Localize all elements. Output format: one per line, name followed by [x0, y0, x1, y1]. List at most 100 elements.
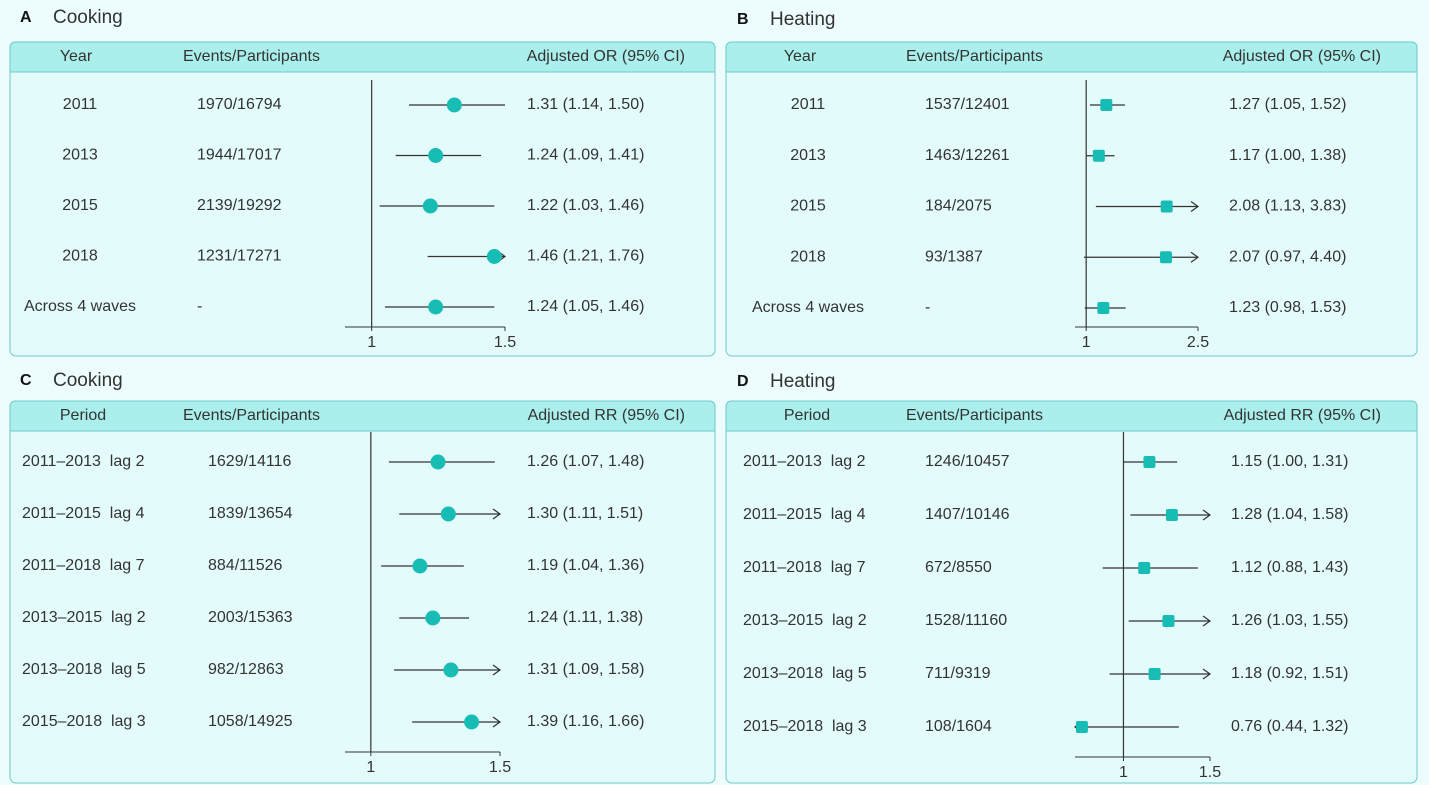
value-label: 1.26 (1.07, 1.48)	[527, 453, 644, 470]
panel-title: Heating	[770, 371, 836, 392]
panel-title: Cooking	[53, 7, 123, 28]
panel-title: Cooking	[53, 370, 123, 391]
column-header: Events/Participants	[183, 48, 320, 65]
events-label: 1839/13654	[208, 505, 293, 522]
estimate-marker	[443, 662, 459, 678]
value-label: 1.24 (1.11, 1.38)	[527, 609, 643, 626]
row-label: 2013	[62, 147, 98, 164]
row-label: 2013–2018 lag 5	[22, 661, 146, 678]
row-label: 2013	[790, 147, 826, 164]
events-label: 108/1604	[925, 718, 992, 735]
value-label: 1.19 (1.04, 1.36)	[527, 557, 644, 574]
row-label: 2015–2018 lag 3	[22, 713, 146, 730]
row-label: 2011–2015 lag 4	[743, 506, 866, 523]
estimate-marker	[1097, 302, 1110, 314]
estimate-marker	[430, 454, 446, 470]
ci-arrow	[492, 716, 502, 728]
value-label: 0.76 (0.44, 1.32)	[1231, 718, 1348, 735]
panel-title: Heating	[770, 9, 836, 30]
estimate-marker	[1143, 456, 1156, 468]
events-label: 1058/14925	[208, 713, 293, 730]
events-label: 672/8550	[925, 559, 992, 576]
ci-arrow	[1190, 201, 1200, 212]
events-label: -	[197, 298, 202, 315]
ci-arrow	[1202, 509, 1212, 521]
value-label: 1.28 (1.04, 1.58)	[1231, 506, 1348, 523]
events-label: 184/2075	[925, 198, 992, 215]
column-header: Adjusted OR (95% CI)	[527, 48, 685, 65]
estimate-marker	[1162, 615, 1175, 627]
ci-arrow	[492, 664, 502, 676]
header-band	[9, 400, 716, 432]
header-band	[725, 400, 1418, 432]
estimate-marker	[440, 506, 456, 522]
estimate-marker	[486, 249, 502, 264]
row-label: 2011–2018 lag 7	[22, 557, 145, 574]
estimate-marker	[1100, 99, 1113, 111]
value-label: 1.26 (1.03, 1.55)	[1231, 612, 1348, 629]
events-label: 93/1387	[925, 248, 983, 265]
row-label: 2013–2015 lag 2	[22, 609, 146, 626]
panel-letter: A	[20, 9, 32, 26]
estimate-marker	[1148, 668, 1161, 680]
estimate-marker	[428, 148, 444, 163]
column-header: Adjusted OR (95% CI)	[1223, 48, 1381, 65]
value-label: 2.07 (0.97, 4.40)	[1229, 248, 1346, 265]
x-tick-label: 1	[366, 759, 375, 776]
events-label: -	[925, 299, 930, 316]
value-label: 2.08 (1.13, 3.83)	[1229, 198, 1346, 215]
panel-letter: D	[737, 373, 749, 390]
header-band	[9, 41, 716, 73]
x-tick-label: 1	[367, 334, 376, 351]
value-label: 1.23 (0.98, 1.53)	[1229, 299, 1346, 316]
column-header: Events/Participants	[906, 407, 1043, 424]
x-tick-label: 1	[1082, 334, 1091, 351]
value-label: 1.12 (0.88, 1.43)	[1231, 559, 1348, 576]
value-label: 1.27 (1.05, 1.52)	[1229, 96, 1346, 113]
estimate-marker	[1138, 562, 1151, 574]
estimate-marker	[1165, 509, 1178, 521]
value-label: 1.24 (1.09, 1.41)	[527, 147, 644, 164]
x-tick-label: 1.5	[494, 334, 516, 351]
x-tick-label: 2.5	[1187, 334, 1209, 351]
estimate-marker	[425, 610, 441, 626]
column-header: Adjusted RR (95% CI)	[528, 407, 685, 424]
column-header: Year	[60, 48, 93, 65]
value-label: 1.24 (1.05, 1.46)	[527, 298, 644, 315]
estimate-marker	[1075, 721, 1088, 733]
events-label: 1407/10146	[925, 506, 1010, 523]
row-label: 2015	[790, 198, 826, 215]
value-label: 1.46 (1.21, 1.76)	[527, 248, 644, 265]
row-label: 2018	[62, 248, 98, 265]
header-band	[725, 41, 1418, 73]
events-label: 1537/12401	[925, 96, 1010, 113]
estimate-marker	[412, 558, 428, 574]
events-label: 1231/17271	[197, 248, 282, 265]
row-label: 2011	[63, 96, 98, 113]
x-tick-label: 1.5	[489, 759, 511, 776]
column-header: Period	[784, 407, 830, 424]
estimate-marker	[446, 97, 462, 113]
estimate-marker	[1159, 251, 1172, 264]
column-header: Events/Participants	[906, 48, 1043, 65]
value-label: 1.31 (1.09, 1.58)	[527, 661, 644, 678]
row-label: 2015–2018 lag 3	[743, 718, 867, 735]
row-label: 2013–2015 lag 2	[743, 612, 867, 629]
estimate-marker	[428, 299, 444, 315]
events-label: 1463/12261	[925, 147, 1010, 164]
row-label: 2013–2018 lag 5	[743, 665, 867, 682]
estimate-marker	[1160, 200, 1173, 213]
column-header: Events/Participants	[183, 407, 320, 424]
panel-letter: B	[737, 11, 749, 28]
row-label: 2018	[790, 248, 826, 265]
value-label: 1.18 (0.92, 1.51)	[1231, 665, 1348, 682]
column-header: Year	[784, 48, 817, 65]
events-label: 1629/14116	[208, 453, 291, 470]
row-label: Across 4 waves	[752, 299, 864, 316]
value-label: 1.15 (1.00, 1.31)	[1231, 453, 1348, 470]
row-label: 2011–2013 lag 2	[743, 453, 866, 470]
row-label: Across 4 waves	[24, 298, 136, 315]
estimate-marker	[1092, 149, 1105, 162]
value-label: 1.17 (1.00, 1.38)	[1229, 147, 1346, 164]
